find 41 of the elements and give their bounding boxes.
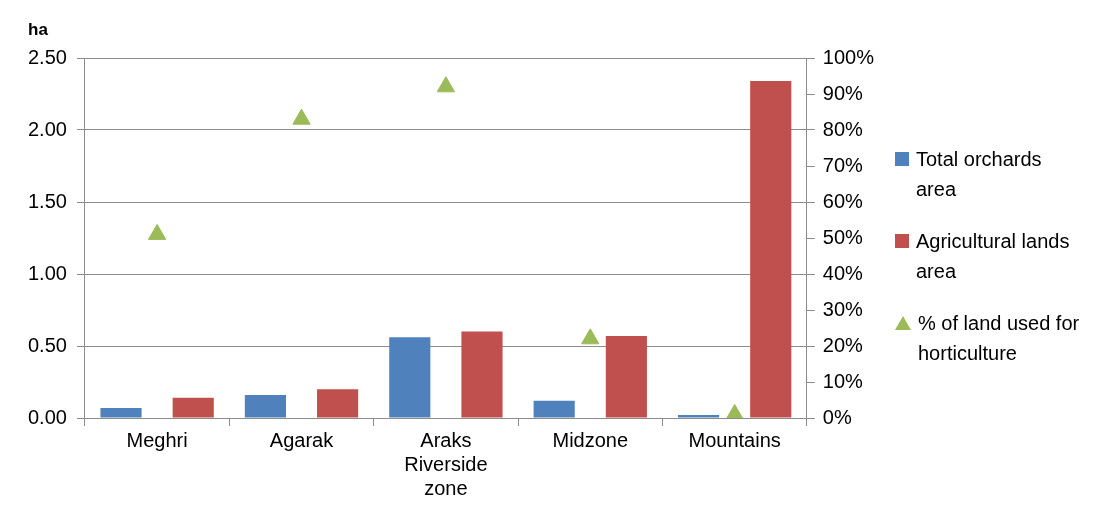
bar (244, 394, 286, 418)
legend-label: % of land used for horticulture (918, 311, 1081, 366)
y2-tick-label: 80% (822, 117, 864, 140)
y2-tick-label: 40% (822, 261, 864, 284)
y-tick-label: 2.50 (27, 45, 67, 68)
point (436, 76, 456, 93)
y2-tick-label: 100% (822, 45, 875, 68)
bar (605, 335, 647, 418)
y2-tick-label: 70% (822, 153, 864, 176)
point (725, 403, 744, 418)
bar (461, 331, 503, 418)
point (292, 108, 311, 125)
y-axis-title: ha (28, 19, 49, 39)
bar (389, 337, 431, 418)
legend-label: Total orchards area (916, 147, 1043, 202)
y-tick-label: 2.00 (27, 117, 67, 140)
y-tick-label: 1.00 (27, 261, 67, 284)
bar (317, 389, 359, 418)
y2-tick-label: 0% (822, 405, 852, 428)
y2-tick-label: 30% (822, 297, 864, 320)
bar (172, 397, 214, 418)
bar (677, 415, 720, 418)
x-tick-label: Midzone (552, 428, 629, 451)
x-tick-label: Meghri (126, 428, 188, 451)
x-tick-label: Agarak (269, 428, 335, 451)
y2-tick-label: 60% (822, 189, 864, 212)
bar (100, 407, 142, 418)
y2-tick-label: 50% (822, 225, 864, 248)
point (147, 223, 167, 240)
point (581, 328, 600, 345)
y-tick-label: 0.00 (27, 405, 67, 428)
bar (533, 400, 575, 418)
x-tick-label: Mountains (688, 428, 781, 451)
y2-tick-label: 20% (822, 333, 864, 356)
x-tick-label: Araks Riverside zone (404, 428, 488, 499)
bar (750, 81, 792, 418)
y-tick-label: 1.50 (27, 189, 67, 212)
legend-label: Agricultural lands area (916, 229, 1071, 284)
y-tick-label: 0.50 (27, 333, 67, 356)
y2-tick-label: 10% (822, 369, 864, 392)
y2-tick-label: 90% (822, 81, 864, 104)
